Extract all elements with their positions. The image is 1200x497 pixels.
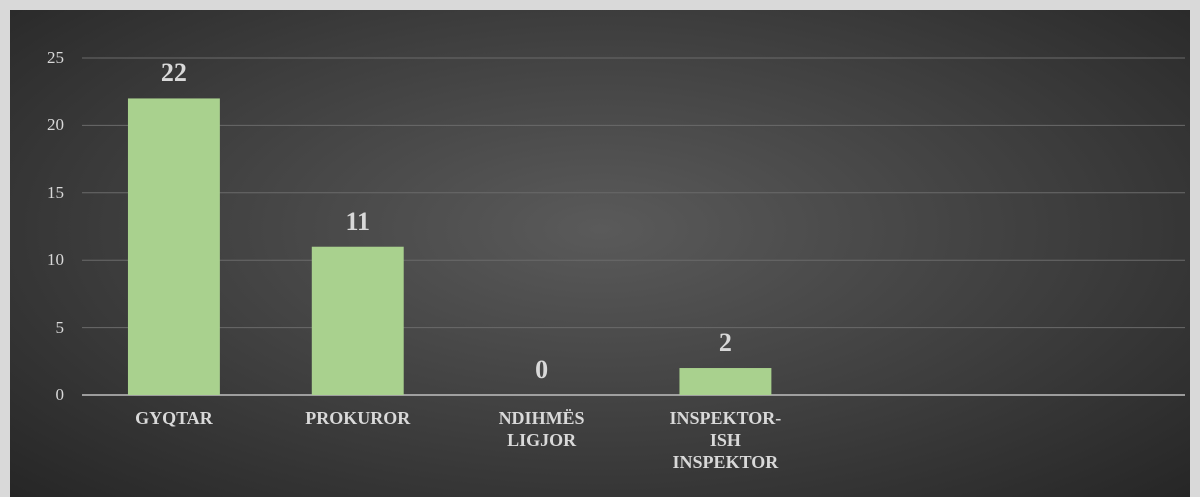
y-tick-label: 10 — [47, 250, 64, 270]
data-label: 22 — [160, 58, 187, 88]
data-label: 11 — [345, 206, 371, 236]
chart: 0 5 10 15 20 25 GYQTAR 22 PROKUROR 11 NDIHMËS LIGJ… — [10, 10, 1190, 497]
y-tick-label: 20 — [47, 115, 64, 135]
plot-area — [82, 57, 1185, 396]
x-tick-label: NDIHMËS LIGJOR — [498, 408, 585, 450]
x-tick-label: PROKUROR — [305, 408, 411, 428]
data-label: 0 — [535, 355, 549, 384]
bar — [311, 246, 404, 395]
bar — [127, 98, 220, 395]
y-tick-label: 25 — [47, 48, 64, 67]
y-tick-label: 5 — [55, 317, 65, 337]
y-tick-label: 0 — [55, 385, 65, 404]
y-tick-label: 15 — [47, 182, 64, 202]
data-label: 2 — [718, 328, 732, 358]
bar — [679, 368, 772, 395]
x-tick-label: INSPEKTOR-ISH INSPEKTOR — [669, 408, 782, 472]
x-tick-label: GYQTAR — [135, 408, 213, 428]
